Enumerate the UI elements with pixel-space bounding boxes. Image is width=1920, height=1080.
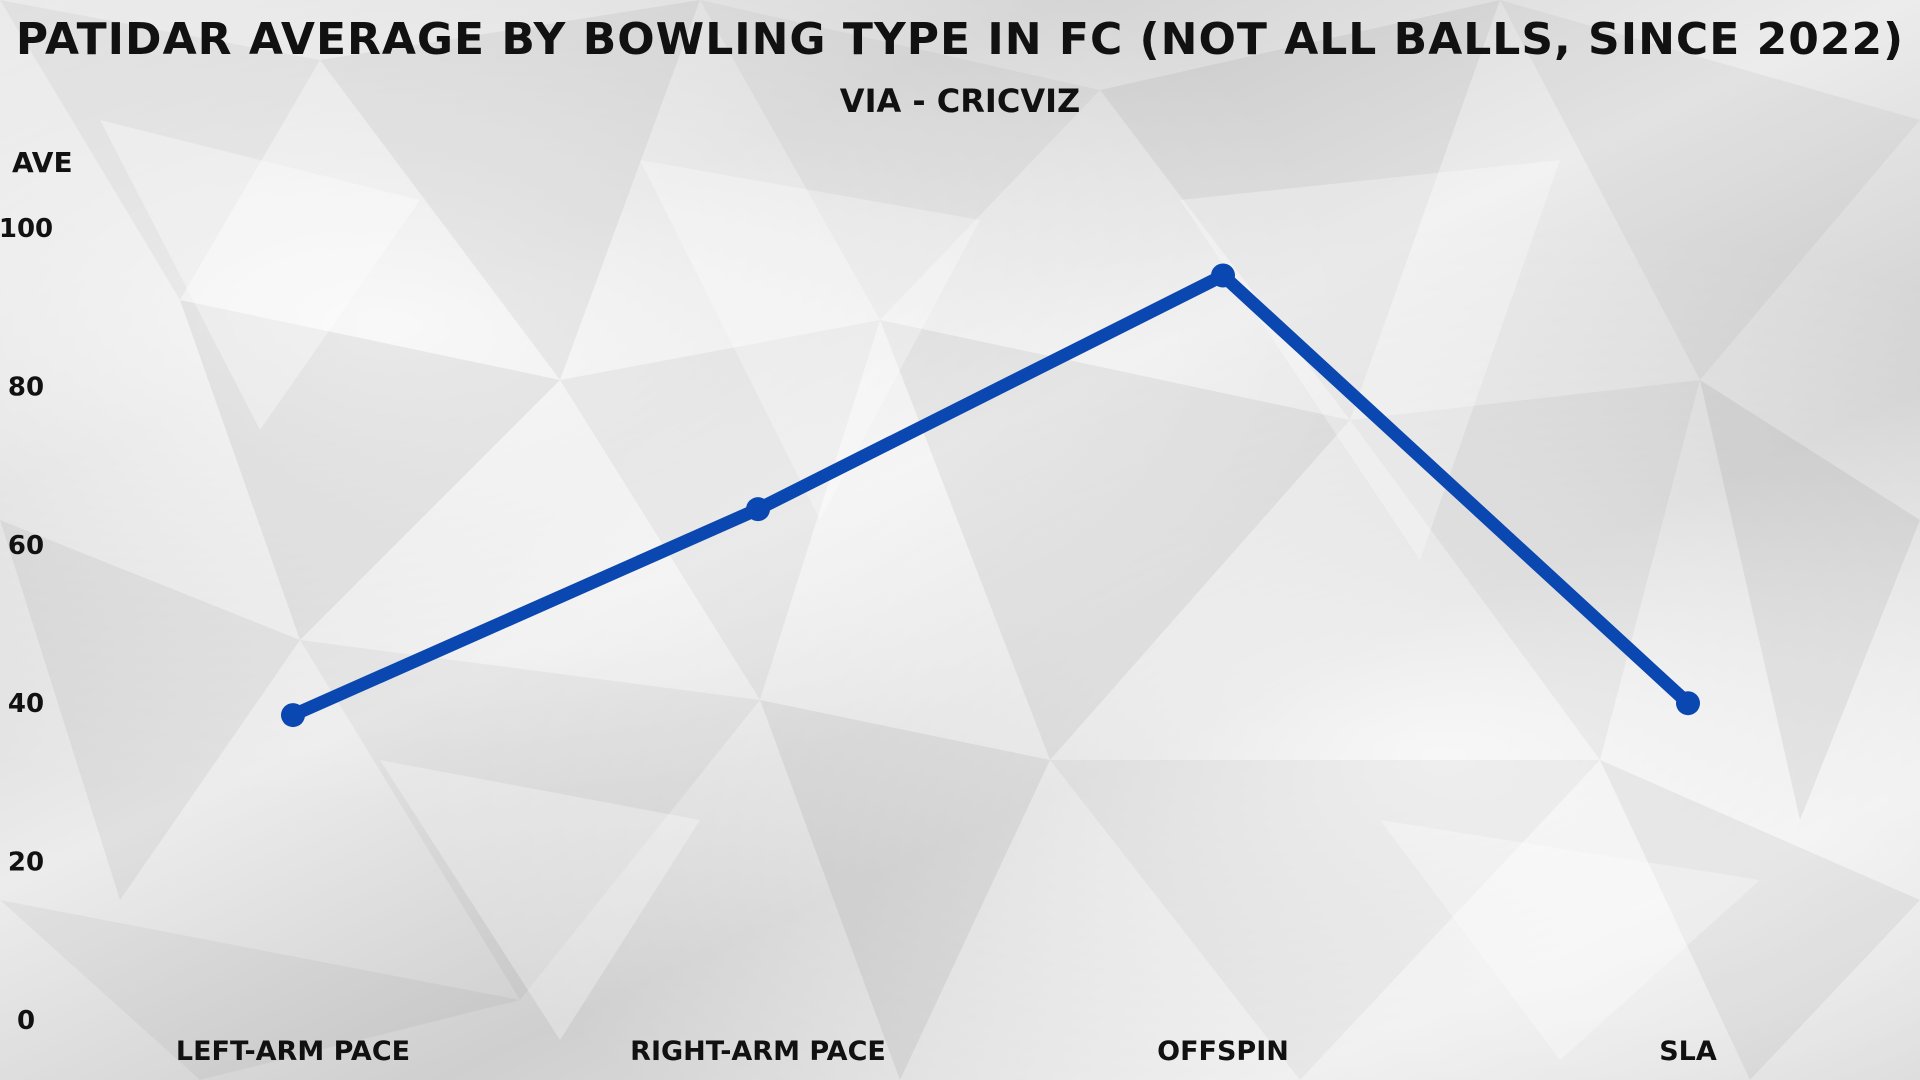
series-line [286,269,1695,722]
data-point [1211,263,1235,288]
y-tick-label: 40 [8,689,44,719]
x-tick-label: OFFSPIN [1157,1036,1289,1067]
chart-subtitle: VIA - CRICVIZ [839,82,1081,120]
y-axis-title: AVE [12,146,73,179]
x-tick-label: LEFT-ARM PACE [176,1036,410,1067]
chart-title: PATIDAR AVERAGE BY BOWLING TYPE IN FC (N… [15,14,1905,65]
x-tick-label: SLA [1659,1036,1717,1067]
y-tick-label: 60 [8,531,44,561]
data-point [281,703,305,728]
y-tick-label: 80 [8,372,44,402]
y-tick-label: 100 [0,214,53,244]
x-tick-label: RIGHT-ARM PACE [630,1036,886,1067]
data-point [1676,691,1700,716]
y-tick-label: 0 [17,1006,35,1036]
y-tick-label: 20 [8,848,44,878]
data-point [746,497,770,522]
